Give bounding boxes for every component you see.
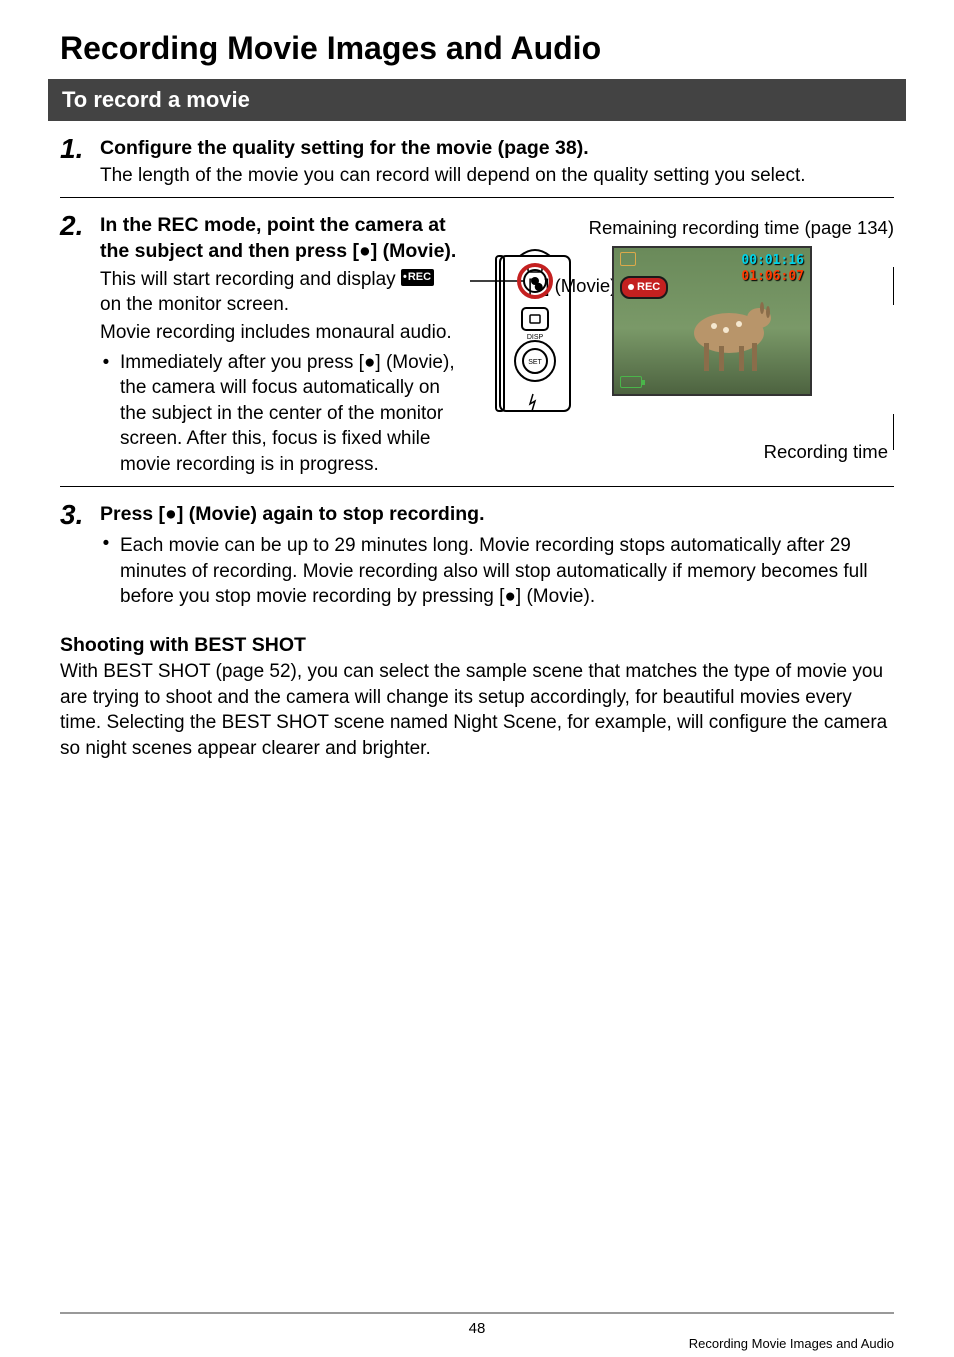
callout-line [893, 414, 894, 450]
divider [60, 486, 894, 487]
step-2: 2. In the REC mode, point the camera at … [60, 212, 894, 478]
step-3-head-post: ] (Movie) again to stop recording. [177, 503, 485, 525]
mode-icon [620, 252, 636, 266]
step-2-heading: In the REC mode, point the camera at the… [100, 212, 460, 265]
step-3-bullet: • Each movie can be up to 29 minutes lon… [100, 531, 894, 610]
lcd-screen: REC 00:01:16 01:06:07 [612, 246, 812, 396]
step-number: 1. [60, 135, 100, 163]
page-footer: 48 [60, 1312, 894, 1337]
divider [60, 197, 894, 198]
record-dot-icon: ● [165, 503, 177, 525]
rec-dot-icon [628, 284, 634, 290]
step-3-bullet-pre: Each movie can be up to 29 minutes long.… [120, 535, 868, 607]
step-3-bullet-post: ] (Movie). [516, 586, 595, 607]
camera-back-diagram: DISP SET [470, 246, 600, 416]
section-header: To record a movie [48, 79, 906, 121]
page-number: 48 [469, 1320, 486, 1337]
step-2-desc-post: on the monitor screen. [100, 294, 289, 315]
step-2-head-post: ] (Movie). [371, 240, 457, 262]
step-2-bullet-pre: Immediately after you press [ [120, 352, 364, 373]
rec-badge-text: REC [637, 280, 660, 295]
record-dot-icon: ● [504, 586, 515, 607]
remaining-time-callout: Remaining recording time (page 134) [470, 216, 894, 240]
svg-text:SET: SET [528, 359, 542, 366]
step-2-desc-pre: This will start recording and display [100, 269, 401, 290]
recording-time-callout: Recording time [470, 440, 894, 465]
step-2-bullet: • Immediately after you press [●] (Movie… [100, 350, 460, 478]
step-3-bullet-text: Each movie can be up to 29 minutes long.… [120, 533, 894, 610]
step-1-heading: Configure the quality setting for the mo… [100, 135, 894, 161]
record-dot-icon: ● [359, 240, 371, 262]
page-title: Recording Movie Images and Audio [60, 30, 894, 67]
step-2-desc1: This will start recording and display RE… [100, 267, 460, 318]
step-number: 2. [60, 212, 100, 240]
record-dot-icon: ● [364, 352, 375, 373]
rec-badge: REC [620, 276, 668, 299]
footer-section-name: Recording Movie Images and Audio [689, 1336, 894, 1351]
step-3: 3. Press [●] (Movie) again to stop recor… [60, 501, 894, 610]
deer-illustration [664, 278, 784, 378]
step-1: 1. Configure the quality setting for the… [60, 135, 894, 189]
time-remaining-display: 00:01:16 [741, 252, 804, 270]
callout-line [893, 267, 894, 305]
step-1-description: The length of the movie you can record w… [100, 163, 894, 189]
best-shot-heading: Shooting with BEST SHOT [60, 634, 894, 657]
step-3-head-pre: Press [ [100, 503, 165, 525]
battery-icon [620, 376, 642, 388]
svg-text:DISP: DISP [527, 334, 544, 341]
best-shot-body: With BEST SHOT (page 52), you can select… [60, 659, 894, 762]
bullet-icon: • [100, 350, 112, 376]
bullet-icon: • [100, 531, 112, 557]
step-3-heading: Press [●] (Movie) again to stop recordin… [100, 501, 894, 527]
step-2-desc2: Movie recording includes monaural audio. [100, 320, 460, 346]
step-2-bullet-text: Immediately after you press [●] (Movie),… [120, 350, 460, 478]
step-number: 3. [60, 501, 100, 529]
diagram-area: Remaining recording time (page 134) [●] … [470, 212, 894, 478]
rec-icon: REC [401, 269, 434, 286]
